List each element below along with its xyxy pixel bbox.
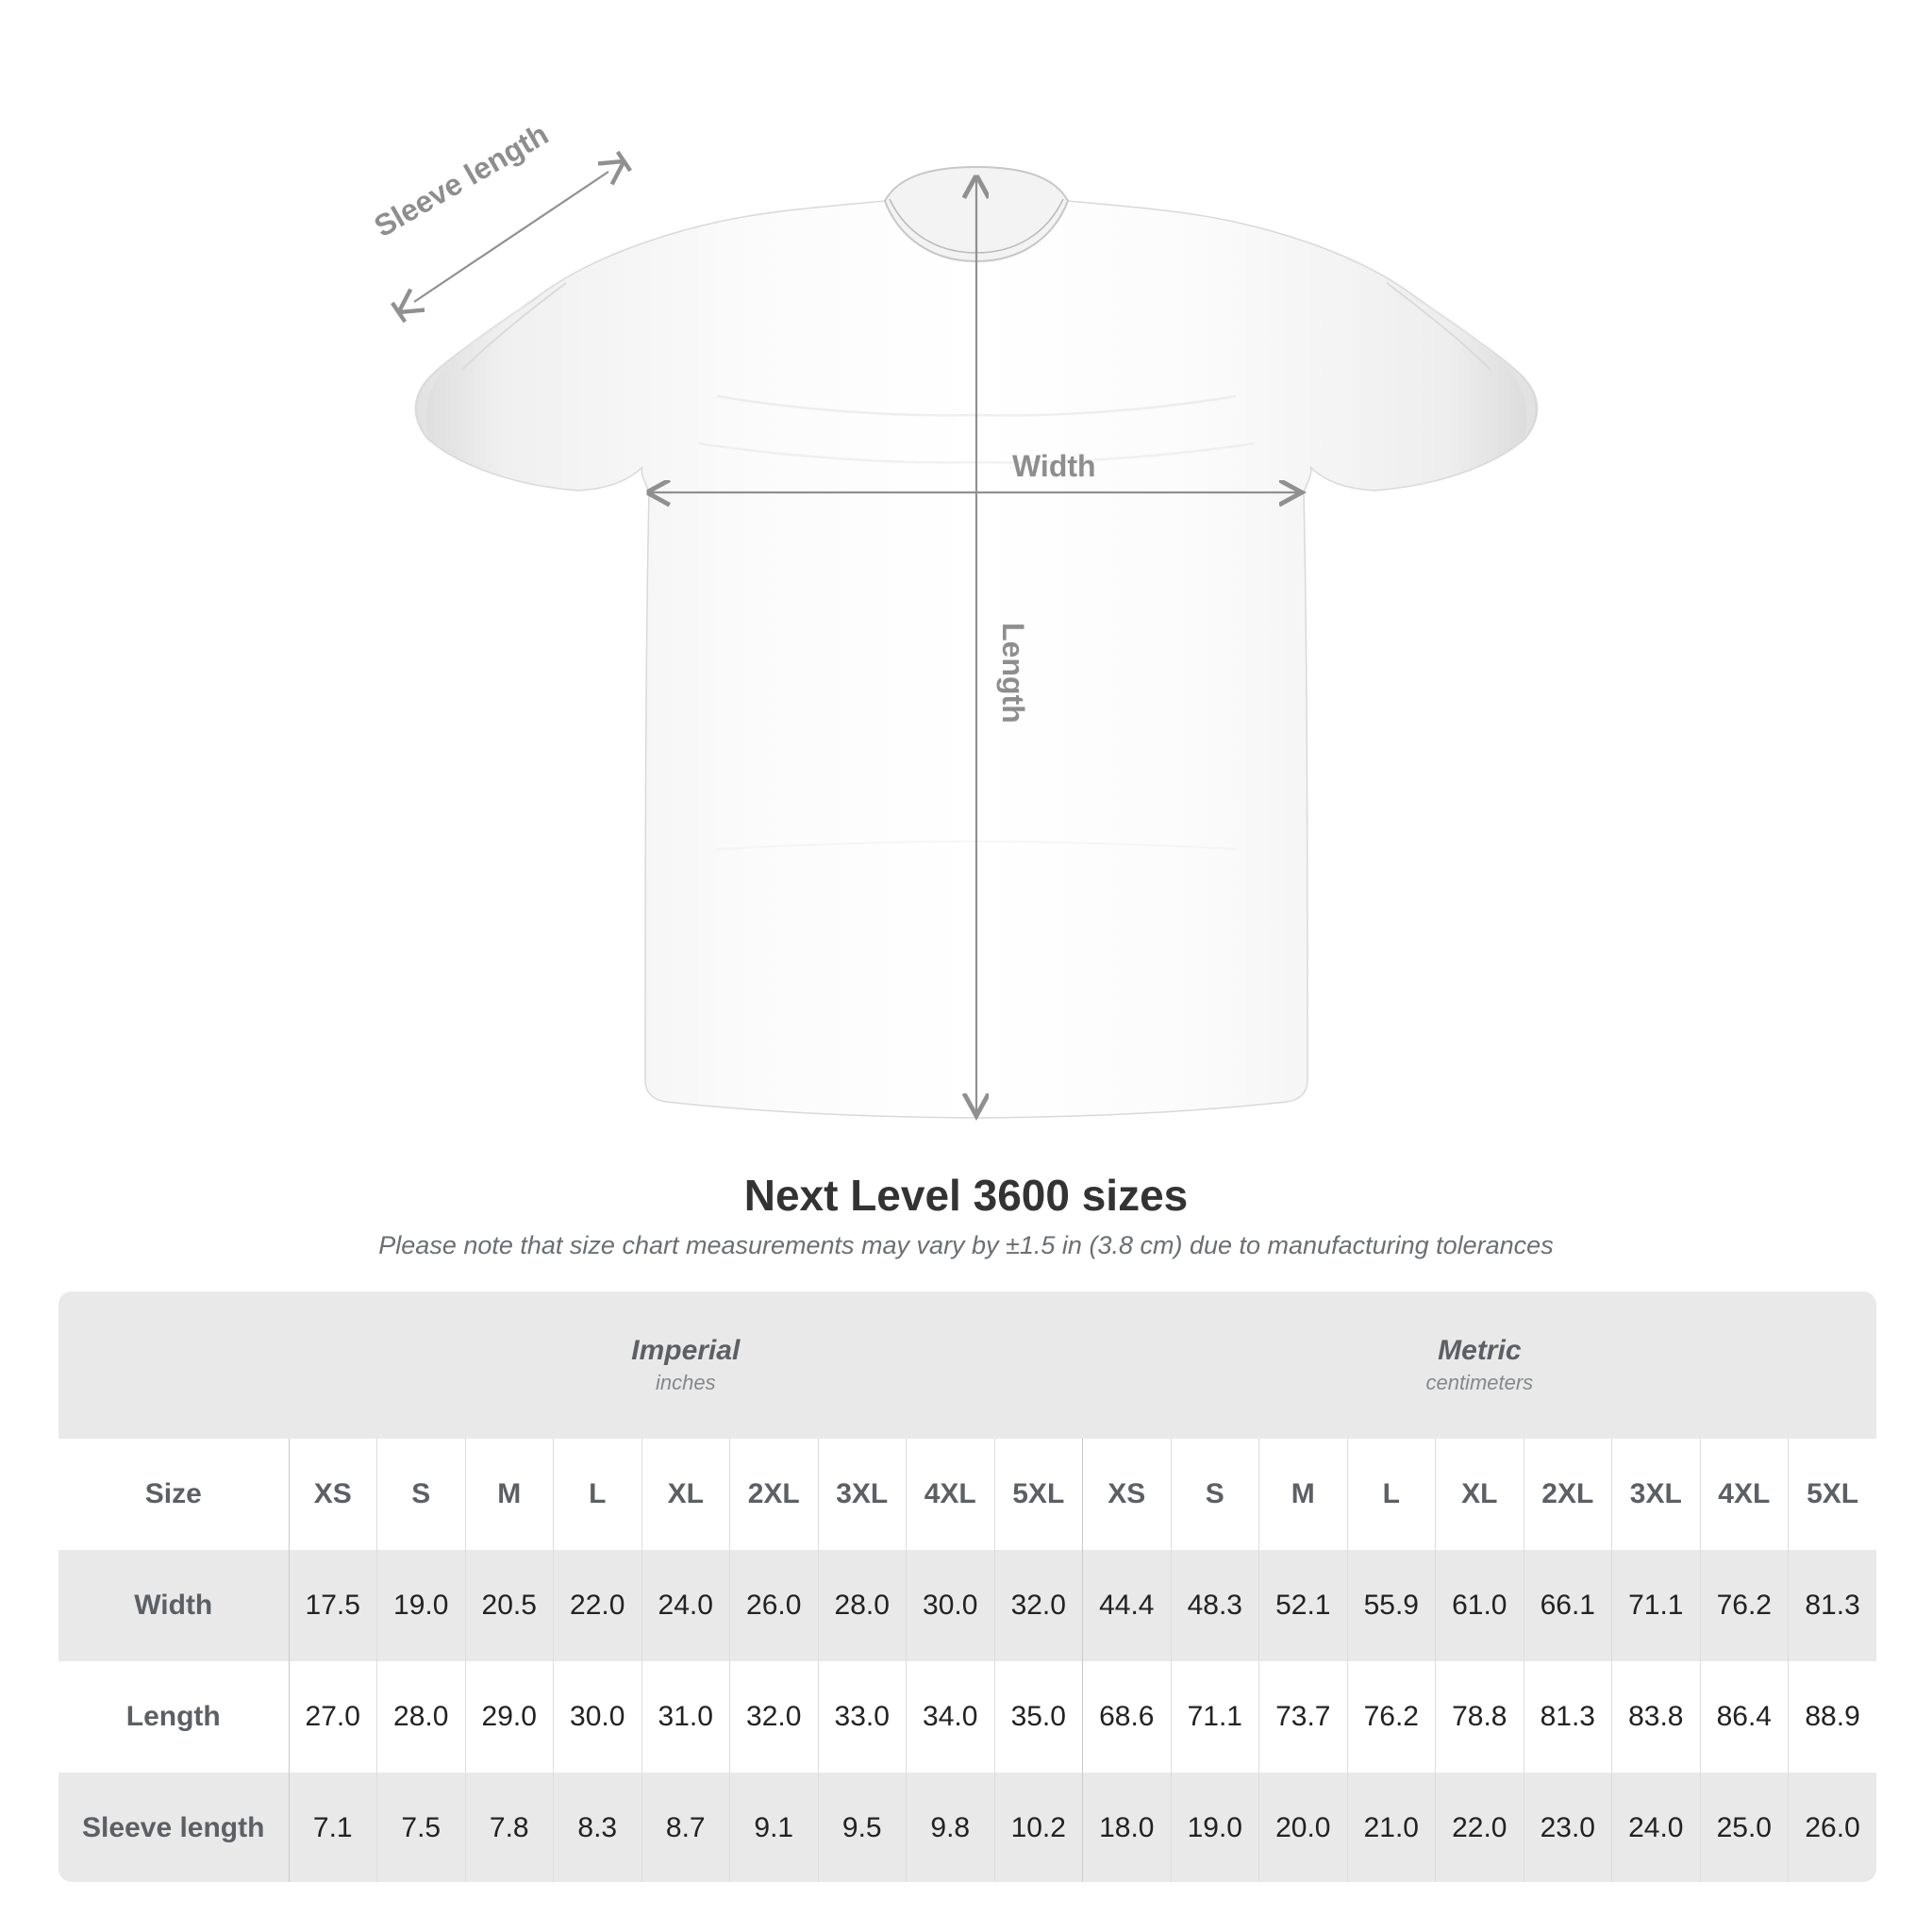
- svg-text:Length: Length: [996, 623, 1030, 724]
- svg-text:Sleeve length: Sleeve length: [369, 117, 555, 243]
- svg-text:Width: Width: [1012, 449, 1096, 483]
